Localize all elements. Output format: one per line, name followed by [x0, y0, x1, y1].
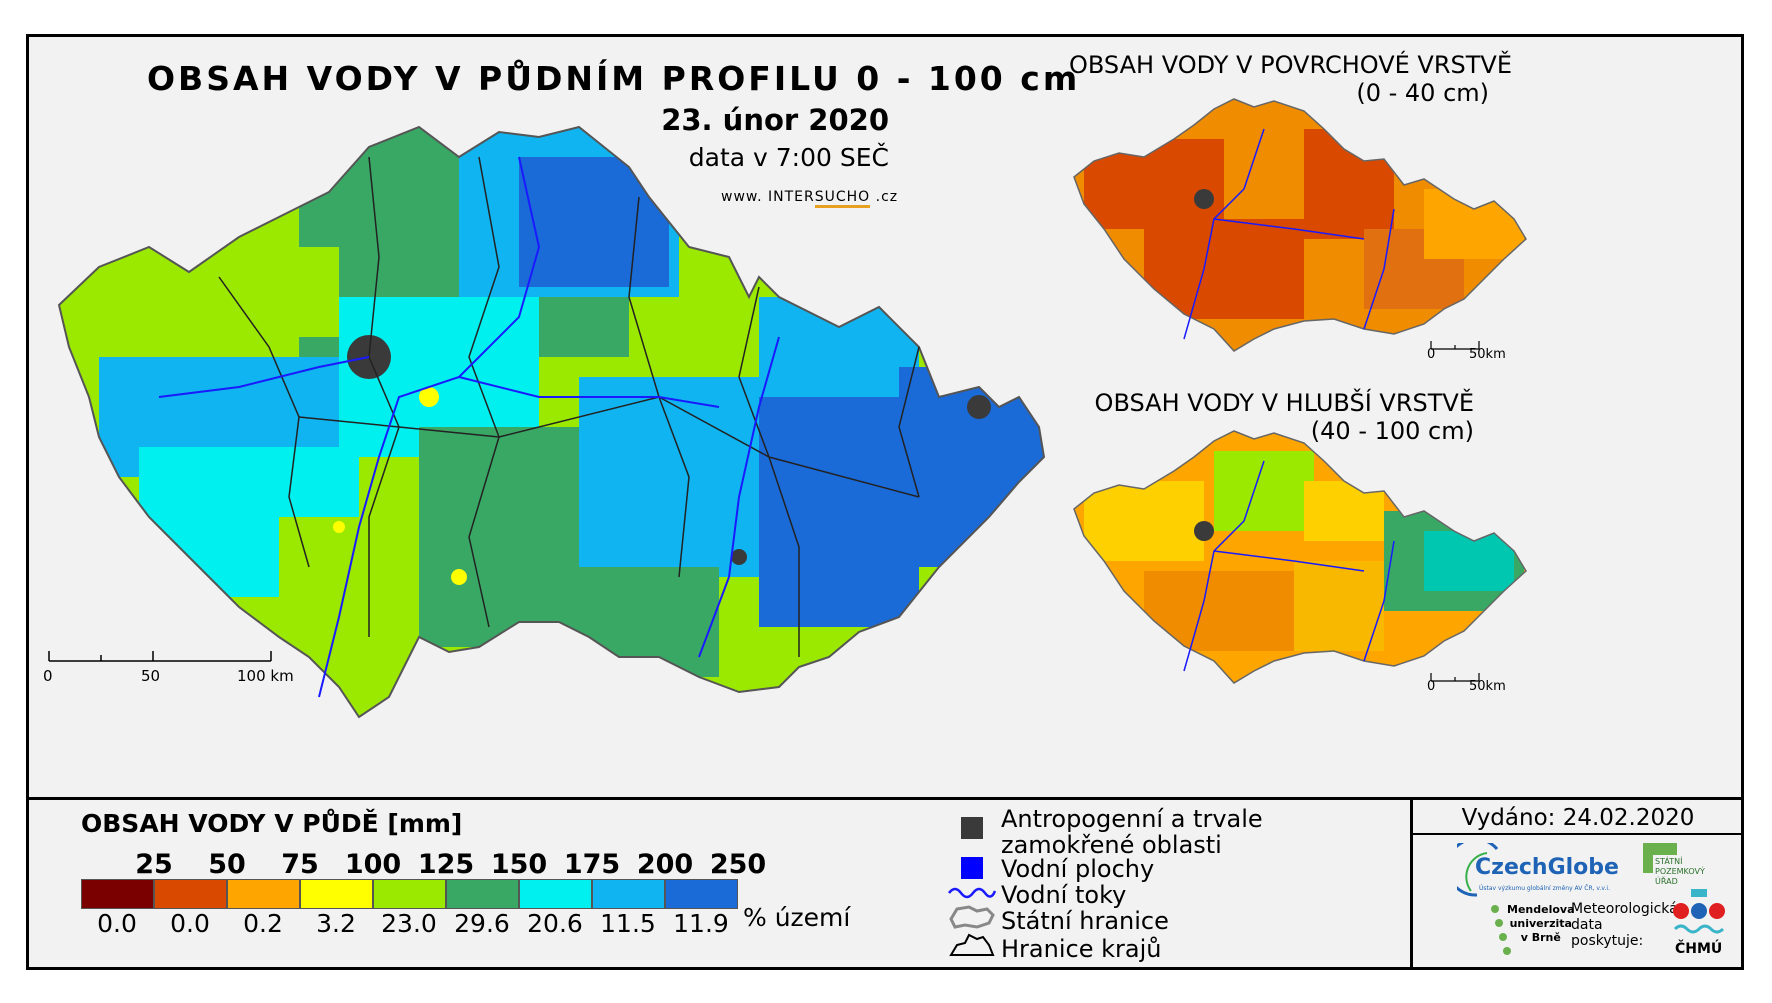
inset-top-scale-0: 0: [1427, 347, 1436, 362]
mendel-logo-text: Mendelova univerzita v Brně: [1507, 903, 1575, 945]
anthropogenic-swatch: [961, 817, 983, 839]
main-title: OBSAH VODY V PŮDNÍM PROFILU 0 - 100 cm: [147, 59, 1081, 98]
legend-swatch: [373, 879, 446, 909]
website-label: www. INTERSUCHO .cz: [721, 189, 899, 208]
legend-percent: 11.9: [673, 909, 729, 938]
legend-threshold: 200: [636, 849, 694, 880]
inset-bottom-map: [1073, 430, 1527, 684]
legend-swatch: [81, 879, 154, 909]
river-symbol-icon: [948, 887, 997, 899]
mendel-line-2: univerzita: [1509, 917, 1572, 930]
chmu-logo-icon: [1673, 889, 1725, 934]
state-border: [57, 125, 1046, 719]
legend-percent: 0.2: [243, 909, 283, 938]
met-line-2: data: [1571, 917, 1603, 933]
legend-threshold: 175: [563, 849, 621, 880]
met-line-3: poskytuje:: [1571, 933, 1644, 949]
legend-percent: 20.6: [527, 909, 583, 938]
website-prefix: www. INTER: [721, 189, 815, 205]
legend-percent: 0.0: [97, 909, 137, 938]
inset-top-scale-50: 50km: [1469, 347, 1506, 362]
spu-logo-text: STÁTNÍ POZEMKOVÝ ÚŘAD: [1655, 857, 1705, 887]
legend-percent: 29.6: [454, 909, 510, 938]
inset-bottom-raster: [1074, 431, 1526, 683]
legend-threshold: 125: [417, 849, 475, 880]
mendel-line-3: v Brně: [1520, 931, 1561, 944]
scale-label-50: 50: [141, 667, 161, 685]
chmu-logo-text: ČHMÚ: [1675, 941, 1723, 957]
inset-bottom-rivers: [1183, 460, 1395, 672]
region-border-label: Hranice krajů: [1001, 935, 1162, 963]
legend-title: OBSAH VODY V PŮDĚ [mm]: [81, 809, 463, 838]
inset-top-map: [1073, 98, 1527, 352]
spu-logo-mark-2: [1643, 843, 1653, 873]
region-border-icon: [949, 933, 995, 956]
legend-swatch: [519, 879, 592, 909]
mendel-logo-icon: [1491, 905, 1511, 955]
issued-separator: [1410, 797, 1413, 970]
map-date: 23. únor 2020: [661, 103, 889, 137]
legend-percent: 11.5: [600, 909, 656, 938]
legend-threshold: 75: [281, 849, 319, 880]
inset-top-border: [1073, 98, 1527, 352]
met-line-1: Meteorologická: [1571, 901, 1678, 917]
inset-bottom-scale-0: 0: [1427, 679, 1436, 694]
legend-swatch: [300, 879, 373, 909]
legend-swatch: [446, 879, 519, 909]
website-highlight: SUCHO: [814, 189, 871, 208]
legend-threshold: 250: [709, 849, 767, 880]
legend-threshold: 50: [208, 849, 246, 880]
scale-label-100: 100 km: [237, 667, 294, 685]
legend-threshold: 100: [344, 849, 402, 880]
soil-water-raster: [59, 127, 1044, 717]
legend-unit: % území: [743, 903, 851, 932]
water-bodies-swatch: [961, 857, 983, 879]
issued-underline: [1413, 833, 1743, 835]
scale-label-0: 0: [43, 667, 53, 685]
rivers-label: Vodní toky: [1001, 881, 1127, 909]
rivers: [158, 156, 780, 698]
inset-top-raster: [1074, 99, 1526, 351]
legend-swatch: [154, 879, 227, 909]
spu-line-2: POZEMKOVÝ: [1655, 867, 1705, 876]
inset-bottom-scale-50: 50km: [1469, 679, 1506, 694]
anthropogenic-label-1: Antropogenní a trvale: [1001, 805, 1263, 833]
inset-bottom-title-2: (40 - 100 cm): [1310, 417, 1474, 445]
legend-swatch: [665, 879, 738, 909]
website-suffix: .cz: [870, 189, 899, 205]
main-soil-water-map: [57, 125, 1046, 719]
czechglobe-logo-icon: [1457, 843, 1499, 897]
spu-line-3: ÚŘAD: [1655, 877, 1678, 886]
legend-swatch: [227, 879, 300, 909]
inset-top-title-2: (0 - 40 cm): [1356, 79, 1489, 107]
map-frame: 0 50 100 km OBSAH VODY V PŮDNÍM PROFILU …: [26, 34, 1744, 970]
met-data-text: Meteorologická data poskytuje:: [1571, 901, 1678, 949]
czechglobe-logo-text: CzechGlobe: [1475, 855, 1619, 880]
anthropogenic-label-2: zamokřené oblasti: [1001, 831, 1222, 859]
legend-separator: [29, 797, 1741, 800]
state-border-label: Státní hranice: [1001, 907, 1169, 935]
main-scale-bar: [48, 651, 272, 662]
issued-date: Vydáno: 24.02.2020: [1461, 805, 1695, 831]
inset-top-title-1: OBSAH VODY V POVRCHOVÉ VRSTVĚ: [1069, 51, 1512, 79]
legend-swatch: [592, 879, 665, 909]
mendel-line-1: Mendelova: [1507, 903, 1575, 916]
legend-threshold: 25: [135, 849, 173, 880]
inset-top-scale-bar: [1430, 341, 1480, 350]
legend-percent: 3.2: [316, 909, 356, 938]
data-time: data v 7:00 SEČ: [688, 143, 889, 172]
czechglobe-logo-sub: Ústav výzkumu globální změny AV ČR, v.v.…: [1479, 885, 1610, 892]
inset-bottom-title-1: OBSAH VODY V HLUBŠÍ VRSTVĚ: [1094, 389, 1474, 417]
legend-percent: 23.0: [381, 909, 437, 938]
water-bodies-label: Vodní plochy: [1001, 855, 1155, 883]
inset-bottom-border: [1073, 430, 1527, 684]
inset-bottom-scale-bar: [1430, 673, 1480, 682]
spu-line-1: STÁTNÍ: [1655, 857, 1683, 866]
legend-threshold: 150: [490, 849, 548, 880]
state-border-icon: [949, 905, 995, 929]
inset-top-rivers: [1183, 128, 1395, 340]
legend-percent: 0.0: [170, 909, 210, 938]
